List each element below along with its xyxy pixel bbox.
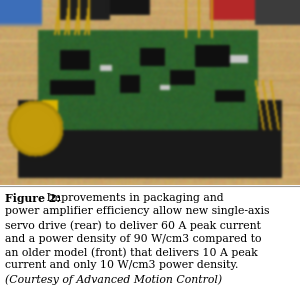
Text: (Courtesy of Advanced Motion Control): (Courtesy of Advanced Motion Control) (5, 274, 222, 285)
Text: an older model (front) that delivers 10 A peak: an older model (front) that delivers 10 … (5, 247, 258, 258)
Text: power amplifier efficiency allow new single-axis: power amplifier efficiency allow new sin… (5, 206, 269, 217)
Text: servo drive (rear) to deliver 60 A peak current: servo drive (rear) to deliver 60 A peak … (5, 220, 261, 231)
Text: and a power density of 90 W/cm3 compared to: and a power density of 90 W/cm3 compared… (5, 233, 262, 244)
Text: current and only 10 W/cm3 power density.: current and only 10 W/cm3 power density. (5, 260, 238, 271)
Text: Improvements in packaging and: Improvements in packaging and (43, 193, 224, 203)
Text: Figure 2:: Figure 2: (5, 193, 60, 204)
